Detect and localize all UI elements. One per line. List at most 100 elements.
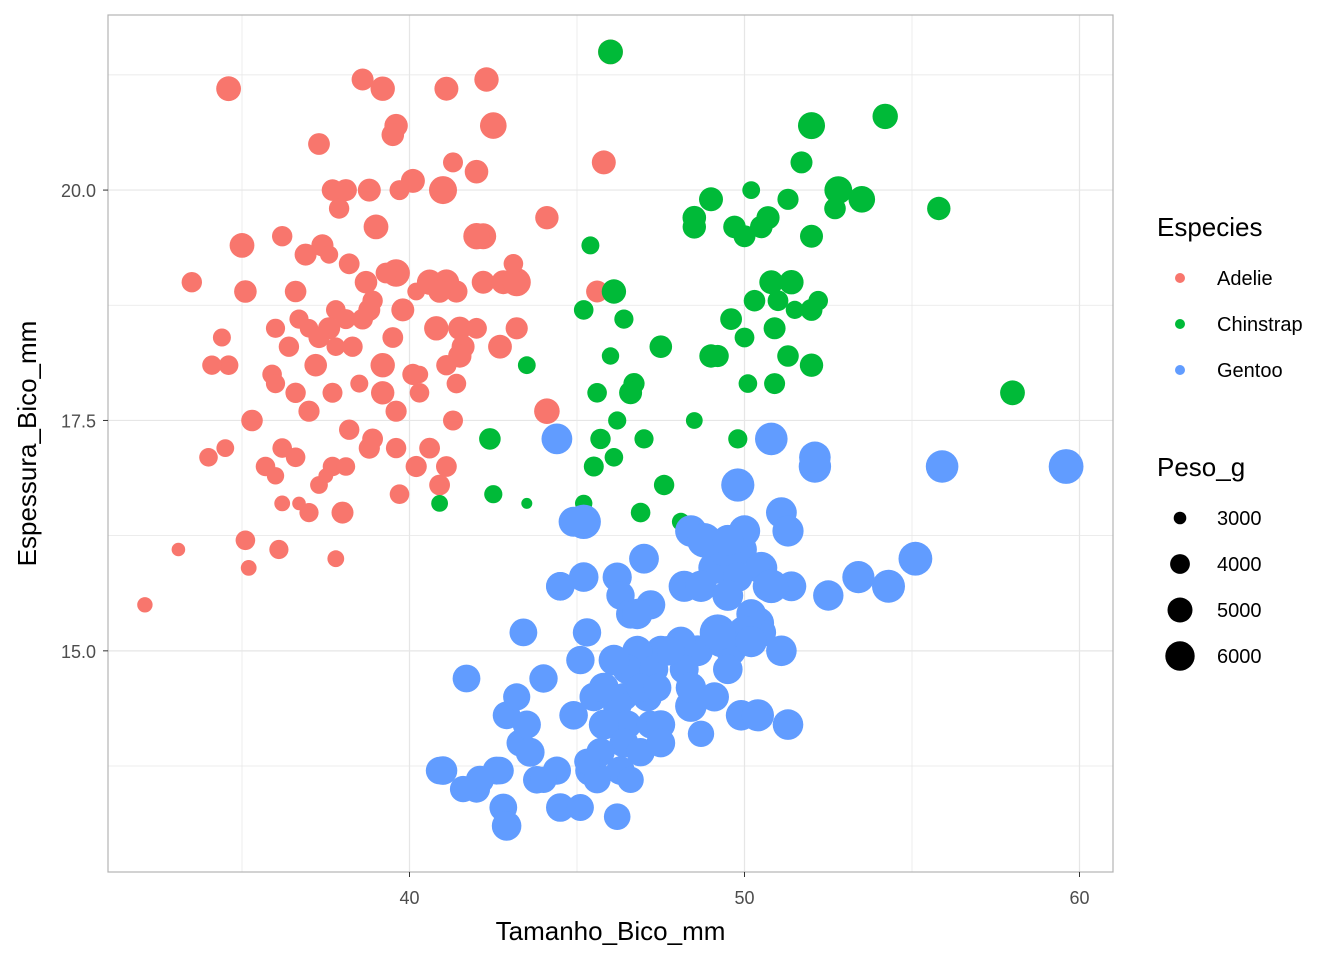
data-point <box>434 76 459 101</box>
data-point <box>171 542 186 557</box>
legend-label-gentoo: Gentoo <box>1217 360 1283 382</box>
data-point <box>759 270 784 295</box>
data-point <box>848 186 876 213</box>
data-point <box>535 206 559 230</box>
x-tick-label: 60 <box>1069 888 1089 908</box>
data-point <box>449 775 477 803</box>
data-point <box>322 382 343 403</box>
x-axis-title: Tamanho_Bico_mm <box>496 916 726 946</box>
data-point <box>1000 380 1025 406</box>
data-point <box>405 455 427 478</box>
data-point <box>601 279 627 304</box>
data-point <box>265 374 286 394</box>
data-point <box>521 497 533 509</box>
data-point <box>266 467 285 485</box>
data-point <box>335 309 356 330</box>
data-point <box>436 456 457 477</box>
data-point <box>790 151 813 174</box>
data-point <box>464 159 489 184</box>
data-point <box>603 803 631 830</box>
data-point <box>634 429 654 449</box>
data-point <box>529 664 558 693</box>
data-point <box>480 112 507 139</box>
data-point <box>375 262 397 284</box>
y-tick-label: 17.5 <box>61 411 96 431</box>
legend-size-title: Peso_g <box>1157 452 1245 482</box>
y-tick-label: 15.0 <box>61 642 96 662</box>
legend-size-key <box>1170 554 1190 574</box>
data-point <box>517 356 536 375</box>
data-point <box>687 523 722 558</box>
y-tick-label: 20.0 <box>61 181 96 201</box>
data-point <box>601 347 620 365</box>
data-point <box>798 112 825 140</box>
data-point <box>308 326 330 349</box>
data-point <box>419 437 440 459</box>
data-point <box>734 327 755 348</box>
data-point <box>389 180 410 201</box>
data-point <box>285 382 306 403</box>
data-point <box>767 290 789 312</box>
data-point <box>743 289 766 312</box>
data-point <box>559 701 588 730</box>
data-point <box>425 756 454 785</box>
data-point <box>925 450 959 483</box>
data-point <box>622 598 653 630</box>
data-point <box>735 626 767 658</box>
x-axis-ticks: 40 50 60 <box>399 872 1090 908</box>
data-point <box>308 133 330 155</box>
data-point <box>699 344 723 368</box>
data-point <box>800 224 823 248</box>
data-point <box>588 709 619 740</box>
data-point <box>772 515 804 547</box>
data-point <box>463 223 490 250</box>
data-point <box>738 374 758 393</box>
legend-key-gentoo <box>1175 365 1185 375</box>
data-point <box>591 150 616 175</box>
data-point <box>721 468 755 502</box>
legend-size-label: 6000 <box>1217 646 1262 668</box>
data-point <box>385 400 407 422</box>
data-point <box>687 720 715 747</box>
data-point <box>370 353 395 378</box>
data-point <box>503 253 524 274</box>
data-point <box>785 300 804 319</box>
data-point <box>842 561 875 594</box>
data-point <box>474 67 499 92</box>
y-axis-title: Espessura_Bico_mm <box>12 321 42 567</box>
data-point <box>479 428 501 450</box>
data-point <box>657 637 685 665</box>
data-point <box>294 243 317 266</box>
data-point <box>733 225 756 248</box>
data-point <box>712 580 744 611</box>
data-point <box>574 748 600 775</box>
data-point <box>699 187 723 212</box>
data-point <box>872 569 905 603</box>
data-point <box>772 709 804 740</box>
legend-size-label: 5000 <box>1217 600 1262 622</box>
data-point <box>241 409 263 432</box>
data-point <box>428 280 451 303</box>
data-point <box>216 439 235 457</box>
x-tick-label: 50 <box>734 888 754 908</box>
data-point <box>572 618 602 647</box>
data-point <box>581 236 600 255</box>
legend-color-title: Especies <box>1157 212 1263 242</box>
panel-border <box>107 14 1114 873</box>
data-point <box>872 103 898 130</box>
legend-size-label: 4000 <box>1217 554 1262 576</box>
legend-size-label: 3000 <box>1217 508 1262 530</box>
y-axis-ticks: 15.0 17.5 20.0 <box>61 181 108 662</box>
data-point <box>629 543 659 574</box>
data-point <box>590 428 611 450</box>
legend-size-key <box>1173 511 1187 525</box>
data-point <box>491 811 522 841</box>
data-point <box>799 441 831 474</box>
data-point <box>402 363 424 385</box>
data-point <box>285 447 306 468</box>
data-point <box>515 737 545 767</box>
data-point <box>407 282 426 301</box>
data-point <box>385 437 407 459</box>
data-point <box>546 572 575 601</box>
data-point <box>598 39 623 65</box>
